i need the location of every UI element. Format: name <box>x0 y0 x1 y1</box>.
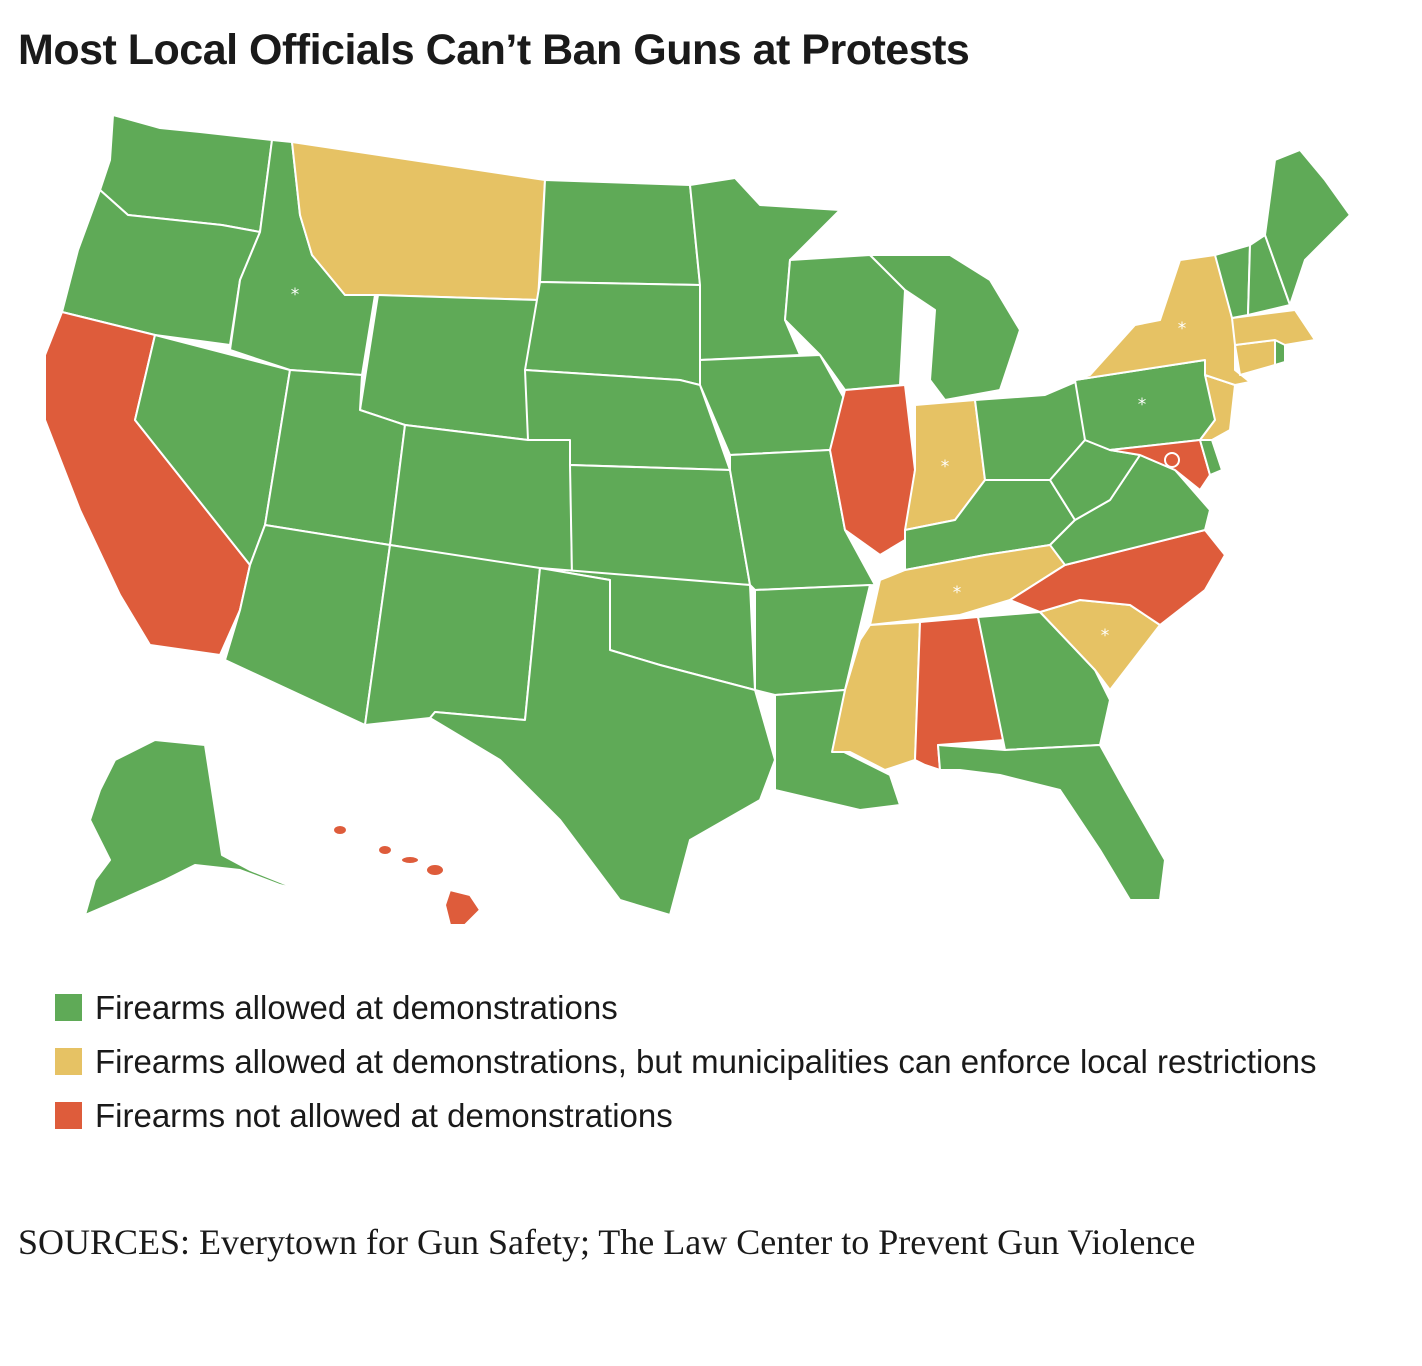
asterisk-SC: * <box>1101 626 1110 646</box>
legend-swatch-not-allowed <box>55 1102 82 1129</box>
state-SD <box>524 281 701 386</box>
asterisk-NY: * <box>1178 319 1187 339</box>
legend-item-allowed: Firearms allowed at demonstrations <box>55 985 1375 1031</box>
asterisk-ID: * <box>291 285 300 305</box>
asterisk-IN: * <box>941 457 950 477</box>
state-MA <box>1231 309 1316 346</box>
asterisk-PA: * <box>1138 395 1147 415</box>
state-DC <box>1164 452 1180 468</box>
state-IA <box>699 354 846 456</box>
us-map-svg: * * * * * * <box>44 114 1351 926</box>
legend-item-not-allowed: Firearms not allowed at demonstrations <box>55 1093 1375 1139</box>
state-IL <box>829 384 916 556</box>
state-HI <box>332 824 481 926</box>
state-NY <box>1074 254 1251 386</box>
legend-label-not-allowed: Firearms not allowed at demonstrations <box>95 1097 673 1134</box>
sources-note: SOURCES: Everytown for Gun Safety; The L… <box>18 1222 1196 1262</box>
state-KS <box>569 464 751 586</box>
state-MT <box>291 141 546 301</box>
legend-label-allowed: Firearms allowed at demonstrations <box>95 989 618 1026</box>
state-TX <box>429 567 776 916</box>
legend-item-allowed-local: Firearms allowed at demonstrations, but … <box>55 1039 1375 1085</box>
map-title: Most Local Officials Can’t Ban Guns at P… <box>18 26 970 74</box>
state-ND <box>539 179 701 286</box>
asterisk-markers: * * * * * * <box>291 285 1187 646</box>
us-map: * * * * * * <box>0 100 1422 950</box>
state-FL <box>937 744 1166 901</box>
map-legend: Firearms allowed at demonstrations Firea… <box>55 985 1375 1147</box>
state-ME <box>1264 149 1351 306</box>
state-NM <box>364 544 541 726</box>
legend-swatch-allowed <box>55 994 82 1021</box>
state-AK <box>84 739 301 916</box>
legend-swatch-allowed-local <box>55 1048 82 1075</box>
state-MI <box>869 254 1021 401</box>
asterisk-TN: * <box>953 583 962 603</box>
legend-label-allowed-local: Firearms allowed at demonstrations, but … <box>95 1043 1317 1080</box>
